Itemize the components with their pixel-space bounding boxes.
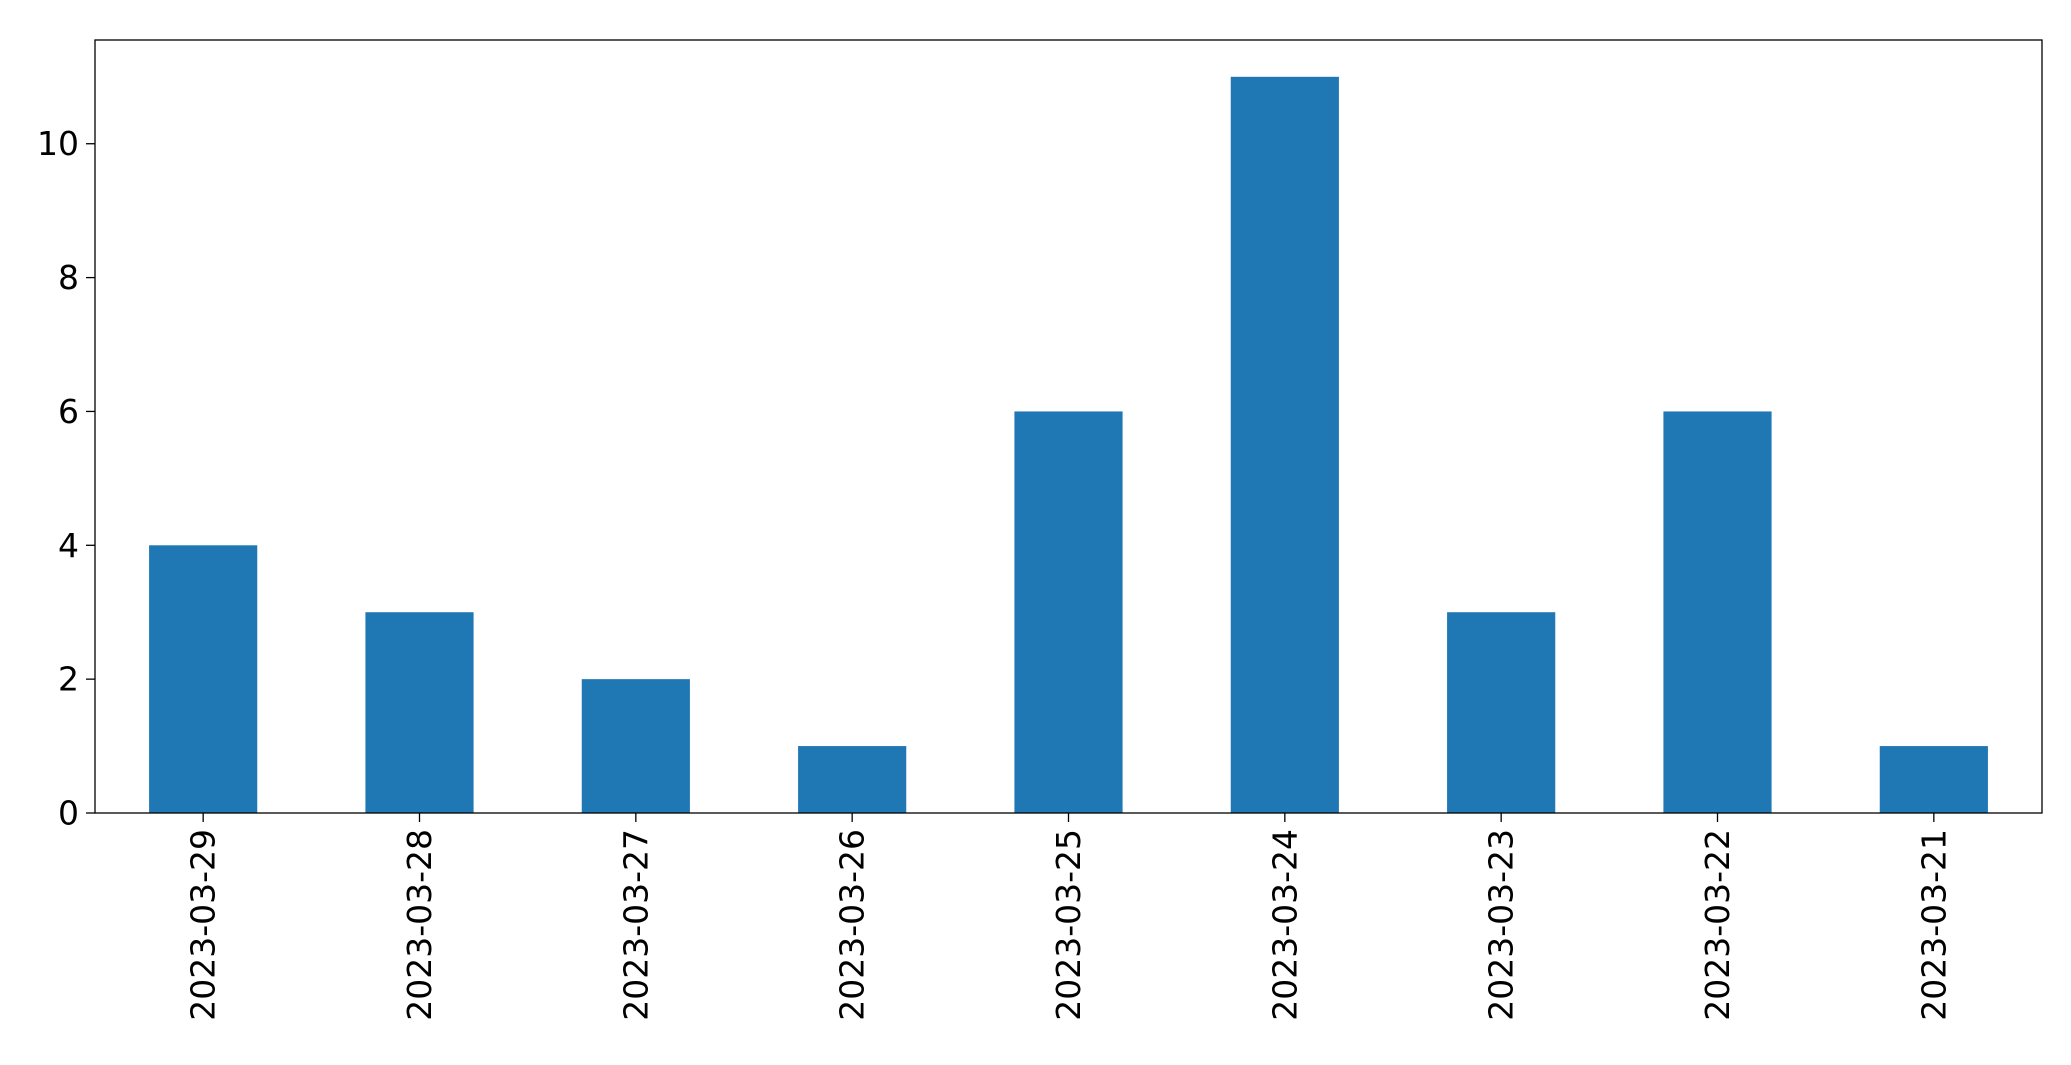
bar-2023-03-25 — [1014, 411, 1123, 813]
bar-2023-03-29 — [149, 545, 258, 813]
y-tick-label: 4 — [58, 526, 79, 565]
bar-2023-03-21 — [1879, 746, 1988, 813]
bar-2023-03-23 — [1447, 612, 1556, 813]
x-tick-label: 2023-03-26 — [833, 829, 872, 1021]
y-tick-label: 8 — [58, 258, 79, 297]
x-tick-label: 2023-03-23 — [1482, 829, 1521, 1021]
bar-2023-03-27 — [581, 679, 690, 813]
bars-group — [149, 76, 1988, 814]
y-tick-label: 0 — [58, 794, 79, 833]
y-tick-label: 2 — [58, 660, 79, 699]
x-tick-label: 2023-03-29 — [184, 829, 223, 1021]
bar-2023-03-22 — [1663, 411, 1772, 813]
bar-2023-03-24 — [1230, 76, 1339, 814]
bar-2023-03-28 — [365, 612, 474, 813]
x-tick-label: 2023-03-25 — [1049, 829, 1088, 1021]
bar-2023-03-26 — [798, 746, 907, 813]
x-axis: 2023-03-29 2023-03-28 2023-03-27 2023-03-26… — [184, 813, 1953, 1021]
x-tick-label: 2023-03-21 — [1914, 829, 1953, 1021]
y-tick-label: 6 — [58, 392, 79, 431]
x-tick-label: 2023-03-24 — [1265, 829, 1304, 1021]
x-tick-label: 2023-03-27 — [616, 829, 655, 1021]
x-tick-label: 2023-03-28 — [400, 829, 439, 1021]
x-tick-label: 2023-03-22 — [1698, 829, 1737, 1021]
y-axis: 0 2 4 6 8 10 — [37, 124, 95, 833]
y-tick-label: 10 — [37, 124, 79, 163]
